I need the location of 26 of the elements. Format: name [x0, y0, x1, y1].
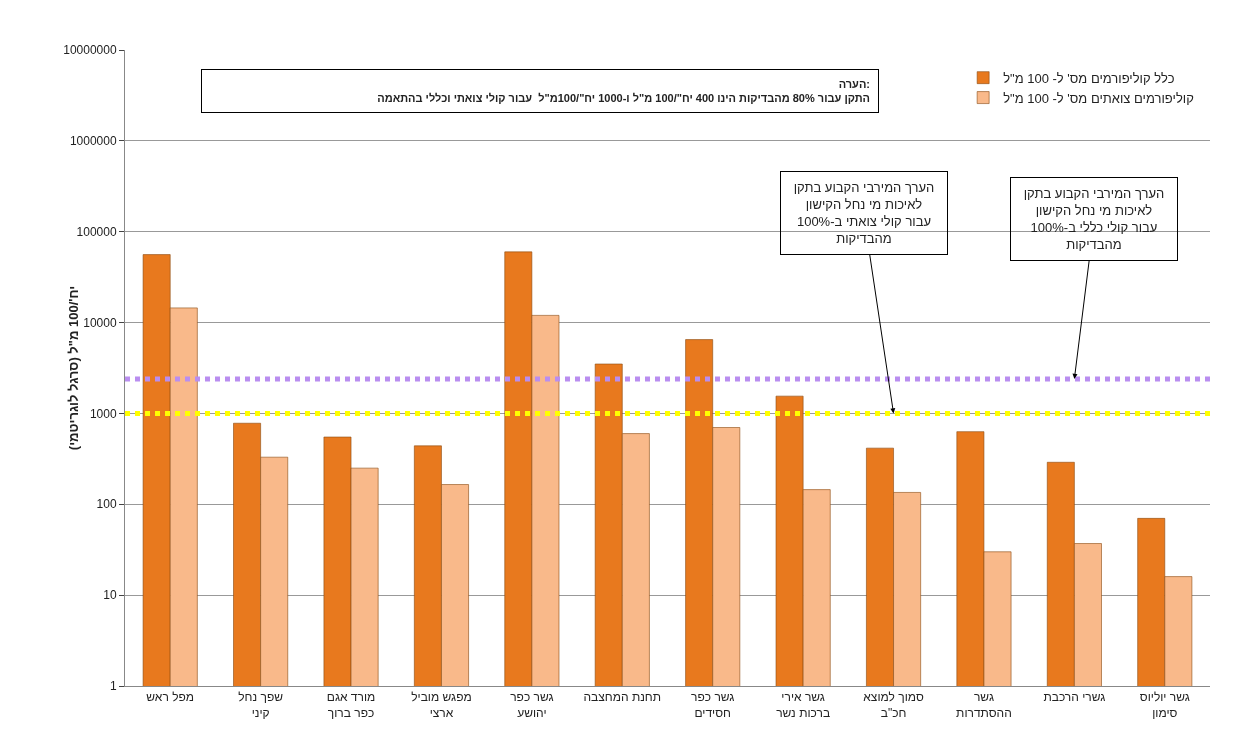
x-tick-label: גשר אירי ברכות נשר — [776, 690, 831, 720]
x-tick-label: גשרי הרכבת — [1043, 690, 1106, 705]
y-axis-title: יח'/100 מ"ל (סרגל לוגריטמי) — [66, 285, 82, 451]
annotation: הערך המירבי הקבוע בתקן לאיכות מי נחל הקישון עבור קולי כללי ב-100% מהבדיקות — [1023, 186, 1165, 252]
annotation: הערה: התקן עבור 80% מהבדיקות הינו 400 יח"/100 מ"ל ו-1000 יח"/100מ"ל עבור קולי צואתי וכללי בהתאמה — [377, 78, 870, 105]
x-tick-label: גשר ההסתדרות — [956, 690, 1012, 720]
y-tick-label: 10000000 — [63, 43, 117, 58]
x-tick-label: גשר כפר יהושע — [510, 690, 554, 720]
x-tick-label: מורד אגם כפר ברוך — [326, 690, 376, 720]
x-tick-label: תחנת המחצבה — [583, 690, 662, 705]
x-tick-label: גשר כפר חסידים — [691, 690, 735, 720]
y-tick-label: 1 — [109, 679, 117, 694]
annotation: הערך המירבי הקבוע בתקן לאיכות מי נחל הקישון עבור קולי צואתי ב-100% מהבדיקות — [793, 180, 935, 246]
y-tick-label: 10000 — [83, 315, 117, 330]
x-tick-label: מפל ראש — [146, 690, 195, 705]
y-tick-label: 100000 — [76, 224, 117, 239]
x-tick-label: סמוך למוצא חכ"ב — [863, 690, 924, 720]
x-tick-label: שפך נחל קיני — [238, 690, 284, 720]
legend-label: כלל קוליפורמים מס' ל- 100 מ"ל — [1003, 70, 1175, 86]
y-tick-label: 1000000 — [69, 134, 117, 149]
y-tick-label: 10 — [103, 588, 117, 603]
y-tick-label: 100 — [96, 497, 117, 512]
y-tick-label: 1000 — [89, 406, 117, 421]
x-tick-label: מפגש מוביל ארצי — [411, 690, 472, 720]
legend-label: קוליפורמים צואתים מס' ל- 100 מ"ל — [1003, 90, 1194, 106]
x-tick-label: גשר יוליוס סימון — [1139, 690, 1190, 720]
